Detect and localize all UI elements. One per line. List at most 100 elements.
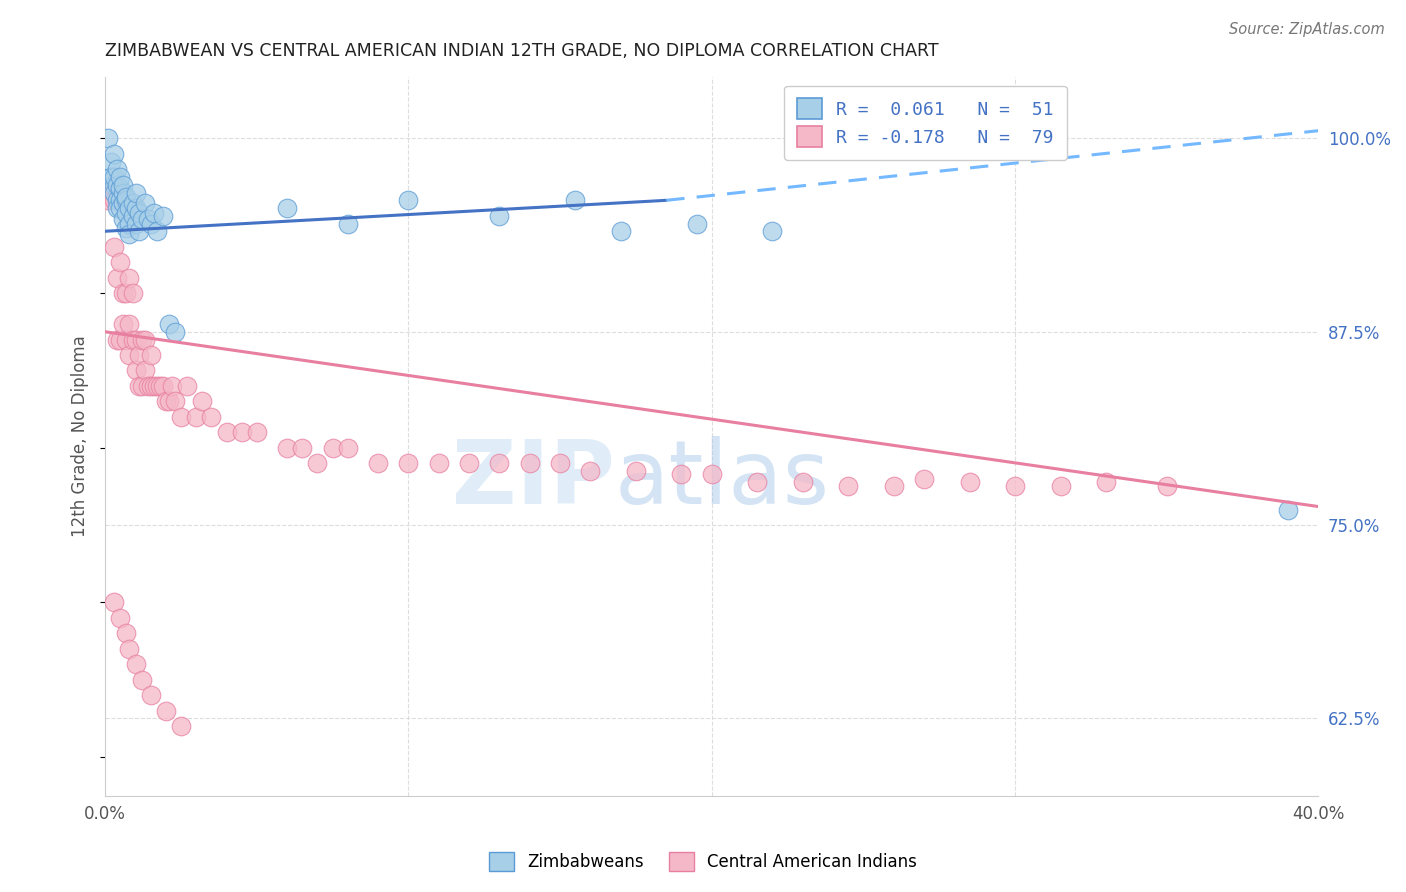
Point [336,217,359,231]
Point [761,224,783,238]
Point [134,196,156,211]
Point [115,221,138,235]
Point [118,317,141,331]
Point [548,456,571,470]
Point [139,348,162,362]
Point [121,333,143,347]
Point [131,333,153,347]
Point [427,456,450,470]
Text: atlas: atlas [614,436,830,523]
Point [700,467,723,481]
Point [1095,475,1118,489]
Point [105,178,128,192]
Point [1156,479,1178,493]
Point [124,186,146,200]
Point [105,162,128,177]
Legend: R =  0.061   N =  51, R = -0.178   N =  79: R = 0.061 N = 51, R = -0.178 N = 79 [785,86,1067,160]
Point [488,209,510,223]
Point [149,379,172,393]
Point [118,217,141,231]
Point [103,595,125,609]
Point [103,147,125,161]
Point [959,475,981,489]
Point [170,719,193,733]
Point [124,657,146,672]
Point [215,425,238,440]
Point [110,201,132,215]
Text: ZIMBABWEAN VS CENTRAL AMERICAN INDIAN 12TH GRADE, NO DIPLOMA CORRELATION CHART: ZIMBABWEAN VS CENTRAL AMERICAN INDIAN 12… [105,42,939,60]
Point [142,379,165,393]
Point [103,240,125,254]
Point [115,190,138,204]
Point [155,394,177,409]
Point [200,409,222,424]
Point [103,194,125,208]
Point [115,626,138,640]
Point [110,255,132,269]
Point [110,611,132,625]
Point [128,224,150,238]
Point [685,217,707,231]
Point [105,194,128,208]
Point [488,456,510,470]
Point [610,224,633,238]
Point [128,205,150,219]
Point [1049,479,1071,493]
Point [103,186,125,200]
Point [160,379,183,393]
Point [134,363,156,377]
Point [112,211,135,226]
Point [103,170,125,185]
Point [145,224,167,238]
Point [747,475,769,489]
Point [155,704,177,718]
Point [97,131,120,145]
Point [124,201,146,215]
Point [118,348,141,362]
Point [142,205,165,219]
Point [115,205,138,219]
Point [322,441,344,455]
Point [145,379,167,393]
Point [110,333,132,347]
Point [112,286,135,301]
Point [519,456,541,470]
Point [112,186,135,200]
Point [124,363,146,377]
Point [118,227,141,242]
Point [912,472,935,486]
Point [564,194,586,208]
Point [307,456,329,470]
Point [152,209,174,223]
Point [115,286,138,301]
Point [136,379,159,393]
Point [131,673,153,687]
Point [1004,479,1026,493]
Point [128,379,150,393]
Point [837,479,859,493]
Y-axis label: 12th Grade, No Diploma: 12th Grade, No Diploma [72,335,89,537]
Point [112,196,135,211]
Point [170,409,193,424]
Point [100,178,122,192]
Point [110,170,132,185]
Point [231,425,253,440]
Text: ZIP: ZIP [451,436,614,523]
Point [139,217,162,231]
Point [105,270,128,285]
Legend: Zimbabweans, Central American Indians: Zimbabweans, Central American Indians [481,843,925,880]
Point [131,379,153,393]
Point [136,211,159,226]
Point [105,333,128,347]
Point [97,194,120,208]
Point [398,194,420,208]
Point [163,325,186,339]
Point [103,178,125,192]
Point [276,201,298,215]
Point [100,170,122,185]
Point [367,456,389,470]
Point [186,409,208,424]
Point [112,178,135,192]
Point [128,348,150,362]
Point [1277,502,1299,516]
